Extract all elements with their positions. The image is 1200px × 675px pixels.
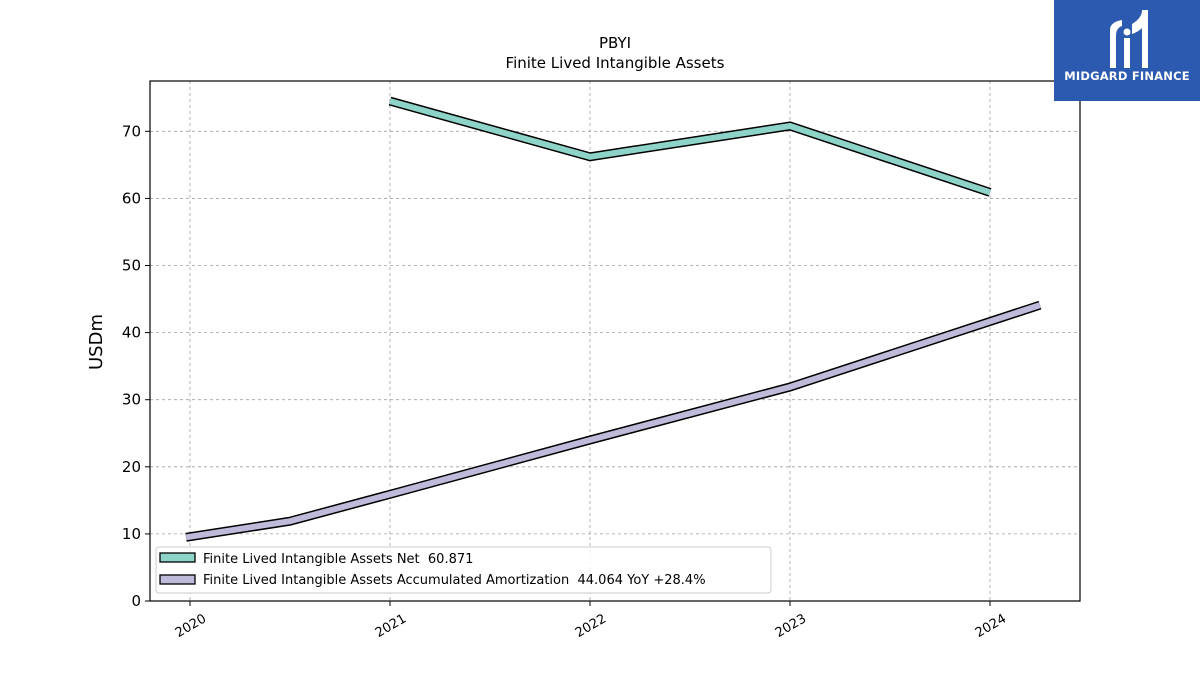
- x-tick-label: 2022: [573, 611, 609, 641]
- y-tick-label: 40: [122, 324, 141, 342]
- legend-label-amortization: Finite Lived Intangible Assets Accumulat…: [203, 573, 706, 588]
- legend-box: [155, 546, 772, 594]
- series-line-1: [185, 302, 1041, 541]
- series-line-outline-1: [185, 300, 1042, 542]
- y-axis: 0 10 20 30 40 50 60 70: [122, 122, 150, 610]
- x-axis: 2020 2021 2022 2023 2024: [173, 601, 1009, 641]
- y-tick-label: 20: [122, 458, 141, 476]
- y-tick-label: 0: [131, 592, 141, 610]
- chart-title: PBYI: [599, 34, 631, 52]
- x-tick-label: 2020: [173, 611, 209, 641]
- y-tick-label: 50: [122, 257, 141, 275]
- y-tick-label: 60: [122, 189, 141, 207]
- logo-mark-icon: [1110, 10, 1148, 68]
- legend-swatch-net: [159, 552, 196, 563]
- series-layer: [185, 96, 1042, 542]
- logo-text: MIDGARD FINANCE: [1064, 69, 1190, 83]
- plot-frame: [149, 80, 1081, 602]
- x-tick-label: 2021: [373, 611, 409, 641]
- series-line-outline-0: [388, 96, 992, 197]
- series-line-0: [389, 98, 991, 196]
- y-tick-label: 30: [122, 391, 141, 409]
- chart-subtitle: Finite Lived Intangible Assets: [506, 54, 725, 72]
- y-tick-label: 70: [122, 122, 141, 140]
- x-tick-label: 2024: [973, 611, 1009, 641]
- midgard-finance-logo: MIDGARD FINANCE: [1054, 0, 1200, 101]
- x-tick-label: 2023: [773, 611, 809, 641]
- legend-label-net: Finite Lived Intangible Assets Net 60.87…: [203, 552, 473, 567]
- y-axis-label: USDm: [86, 314, 107, 370]
- y-tick-label: 10: [122, 525, 141, 543]
- legend-swatch-amortization: [159, 574, 196, 585]
- grid: [150, 81, 1080, 601]
- legend: Finite Lived Intangible Assets Net 60.87…: [155, 546, 772, 594]
